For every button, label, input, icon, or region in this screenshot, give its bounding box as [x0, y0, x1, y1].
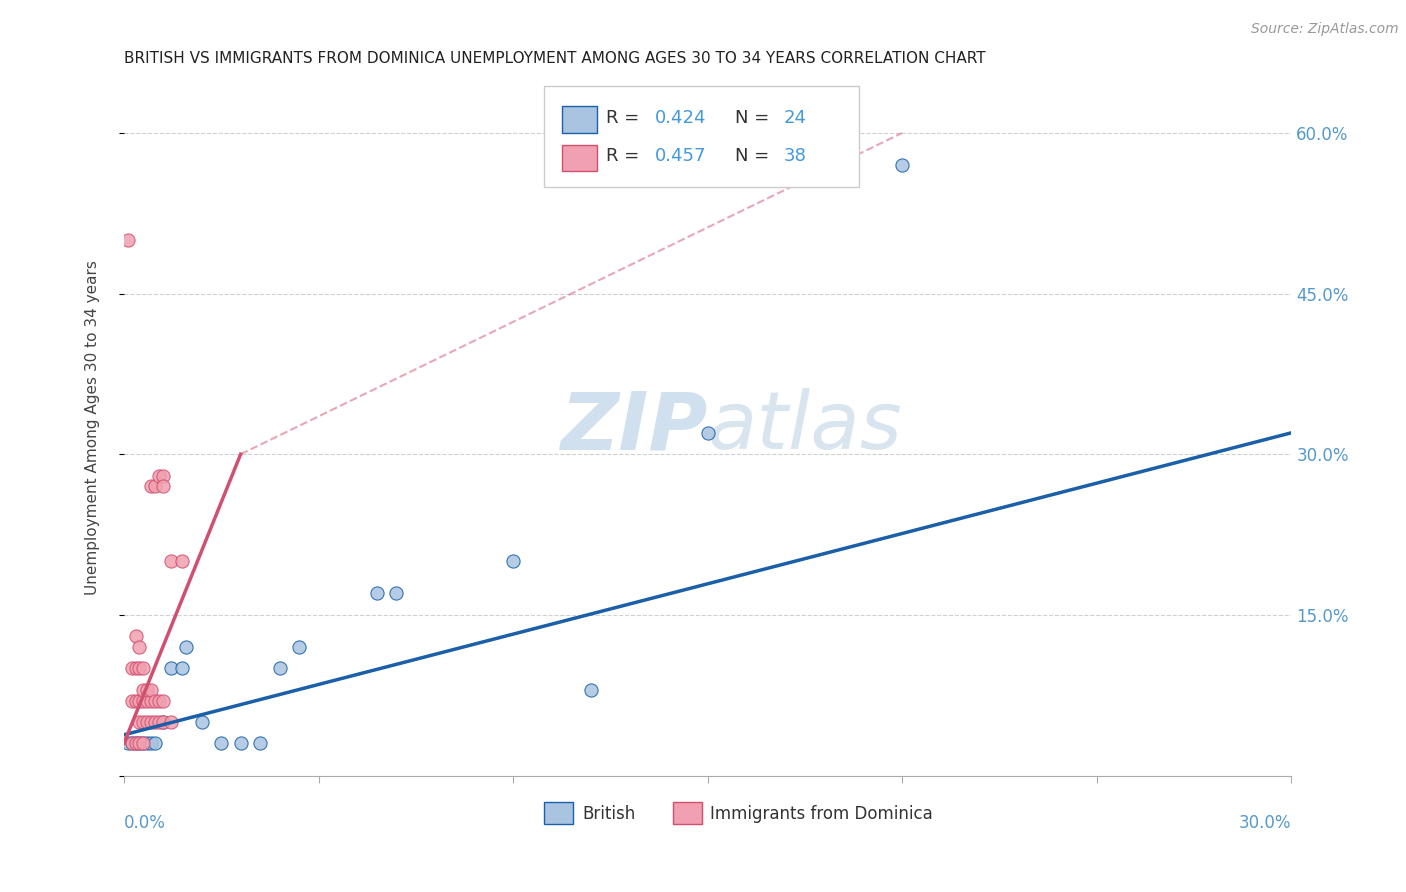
Text: N =: N = — [734, 147, 775, 165]
Point — [128, 661, 150, 675]
Point — [136, 714, 159, 729]
Text: British: British — [582, 805, 636, 822]
Point — [128, 693, 150, 707]
Text: BRITISH VS IMMIGRANTS FROM DOMINICA UNEMPLOYMENT AMONG AGES 30 TO 34 YEARS CORRE: BRITISH VS IMMIGRANTS FROM DOMINICA UNEM… — [124, 51, 986, 66]
Point — [132, 714, 155, 729]
Point — [502, 554, 524, 568]
Point — [385, 586, 408, 600]
Point — [124, 661, 146, 675]
FancyBboxPatch shape — [562, 106, 596, 133]
Point — [132, 736, 155, 750]
Text: 0.457: 0.457 — [655, 147, 707, 165]
Point — [128, 640, 150, 654]
Point — [141, 682, 163, 697]
Text: 38: 38 — [783, 147, 807, 165]
Point — [152, 693, 174, 707]
Point — [128, 736, 150, 750]
Point — [136, 682, 159, 697]
Point — [141, 714, 163, 729]
Point — [121, 693, 143, 707]
Point — [148, 693, 170, 707]
Point — [132, 693, 155, 707]
Point — [209, 736, 232, 750]
Point — [121, 661, 143, 675]
Point — [143, 693, 166, 707]
Point — [172, 554, 194, 568]
Point — [172, 661, 194, 675]
Point — [159, 661, 181, 675]
Point — [148, 468, 170, 483]
Point — [124, 736, 146, 750]
FancyBboxPatch shape — [672, 802, 702, 824]
FancyBboxPatch shape — [544, 87, 859, 187]
Point — [288, 640, 311, 654]
Point — [128, 714, 150, 729]
Point — [117, 233, 139, 247]
Point — [143, 736, 166, 750]
Point — [152, 714, 174, 729]
Point — [190, 714, 212, 729]
Y-axis label: Unemployment Among Ages 30 to 34 years: Unemployment Among Ages 30 to 34 years — [86, 260, 100, 595]
Text: 0.424: 0.424 — [655, 109, 707, 127]
Point — [124, 629, 146, 643]
Point — [124, 736, 146, 750]
FancyBboxPatch shape — [544, 802, 574, 824]
Point — [128, 736, 150, 750]
Text: R =: R = — [606, 109, 645, 127]
Point — [579, 682, 602, 697]
Point — [117, 736, 139, 750]
Point — [174, 640, 197, 654]
Text: N =: N = — [734, 109, 775, 127]
Point — [269, 661, 291, 675]
Point — [132, 661, 155, 675]
Point — [132, 736, 155, 750]
Point — [229, 736, 252, 750]
Point — [143, 714, 166, 729]
Text: 0.0%: 0.0% — [124, 814, 166, 832]
Point — [152, 479, 174, 493]
Text: Source: ZipAtlas.com: Source: ZipAtlas.com — [1251, 22, 1399, 37]
Point — [249, 736, 271, 750]
Point — [141, 479, 163, 493]
Point — [696, 425, 718, 440]
Point — [159, 554, 181, 568]
Point — [141, 693, 163, 707]
Text: ZIP: ZIP — [561, 388, 707, 467]
Point — [124, 693, 146, 707]
Text: Immigrants from Dominica: Immigrants from Dominica — [710, 805, 932, 822]
Point — [159, 714, 181, 729]
FancyBboxPatch shape — [562, 145, 596, 171]
Text: R =: R = — [606, 147, 645, 165]
Point — [132, 682, 155, 697]
Point — [121, 736, 143, 750]
Point — [152, 714, 174, 729]
Point — [148, 714, 170, 729]
Text: 30.0%: 30.0% — [1239, 814, 1292, 832]
Point — [121, 736, 143, 750]
Text: atlas: atlas — [707, 388, 903, 467]
Point — [152, 468, 174, 483]
Text: 24: 24 — [783, 109, 807, 127]
Point — [136, 736, 159, 750]
Point — [136, 693, 159, 707]
Point — [143, 479, 166, 493]
Point — [891, 158, 914, 172]
Point — [141, 736, 163, 750]
Point — [366, 586, 388, 600]
